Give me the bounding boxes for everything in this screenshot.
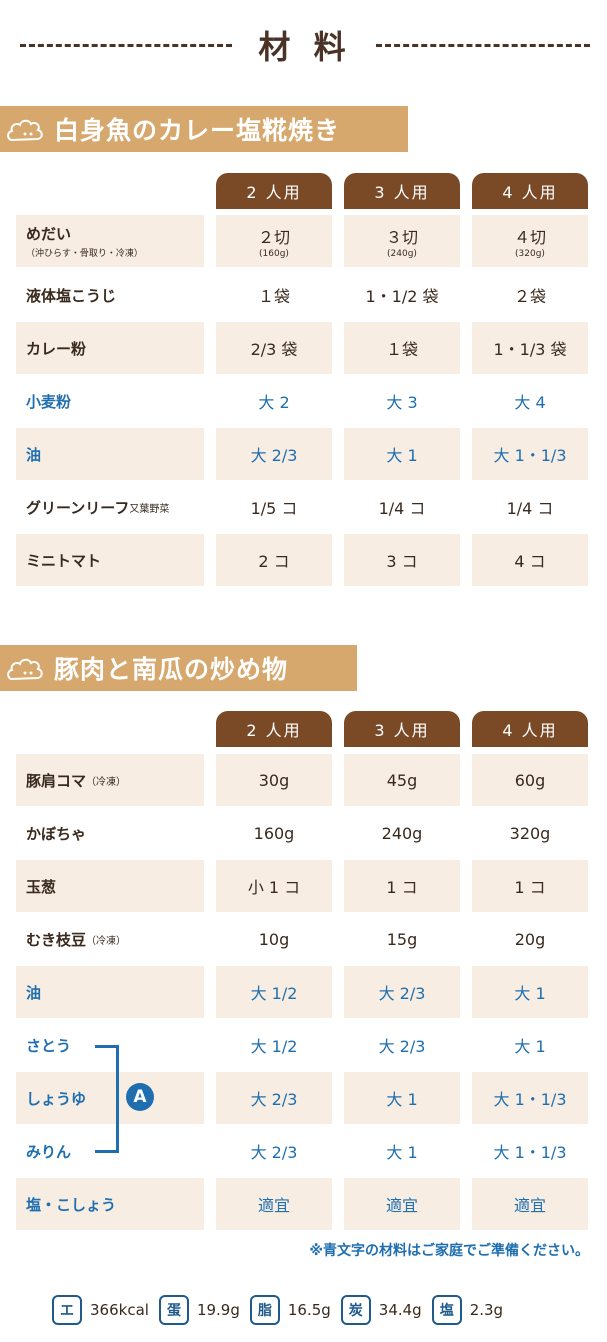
amount-cell: 1・1/3 袋 (472, 322, 588, 374)
amount-cell: 1・1/2 袋 (365, 287, 439, 306)
amount-cell: 1/5 コ (250, 499, 298, 518)
amount-cell: ２袋 (513, 287, 546, 306)
nutrition-label: 脂 (249, 1295, 280, 1325)
section-title-1: 白身魚のカレー塩糀焼き (54, 116, 341, 145)
nutrition-label: 蛋 (158, 1295, 189, 1325)
nutrition-fat: 脂 16.5g (249, 1295, 331, 1325)
nutrition-label: エ (52, 1295, 82, 1325)
amount-cell: １袋 (257, 287, 290, 306)
nutrition-row: エ 366kcal 蛋 19.9g 脂 16.5g 炭 34.4g 塩 2.3g (52, 1295, 513, 1325)
nutrition-energy: エ 366kcal (52, 1295, 149, 1325)
title-dash-left (20, 44, 232, 47)
amount-cell: 3 コ (344, 534, 460, 586)
amount-cell: ２切 (160g) (216, 215, 332, 267)
amount-cell: 240g (381, 823, 423, 843)
col-header: 4 人用 (472, 173, 588, 209)
ingredient-name: 玉葱 (16, 860, 204, 912)
amount-cell: 大 2 (258, 393, 290, 412)
amount-cell: 大 1/2 (250, 1037, 298, 1056)
amount-cell: 大 1/2 (216, 966, 332, 1018)
amount-cell: 1 コ (344, 860, 460, 912)
group-badge-a: A (126, 1083, 154, 1111)
chef-icon (0, 106, 54, 152)
group-bracket (95, 1045, 119, 1153)
amount-cell: 大 1 (472, 966, 588, 1018)
nutrition-value: 16.5g (287, 1301, 331, 1319)
ingredient-name: かぼちゃ (26, 824, 87, 843)
nutrition-value: 2.3g (469, 1301, 504, 1319)
amount-cell: 1/4 コ (378, 499, 426, 518)
amount-cell: 適宜 (472, 1178, 588, 1230)
amount-cell: 適宜 (344, 1178, 460, 1230)
amount-cell: 15g (386, 929, 418, 949)
ingredient-name: グリーンリーフ 又葉野菜 (26, 498, 170, 517)
ingredient-name: 小麦粉 (26, 392, 72, 411)
amount-cell: 大 2/3 (216, 428, 332, 480)
amount-cell: 大 1 (344, 428, 460, 480)
page-title-row: 材 料 (0, 18, 607, 74)
amount-cell: 30g (216, 754, 332, 806)
ingredient-name: さとう (26, 1036, 72, 1055)
page-title: 材 料 (258, 28, 352, 66)
amount-cell: ３切 (240g) (344, 215, 460, 267)
amount-cell: 適宜 (216, 1178, 332, 1230)
ingredient-name: 油 (16, 428, 204, 480)
amount-cell: 大 1 (386, 1143, 418, 1162)
amount-cell: 2/3 袋 (216, 322, 332, 374)
title-dash-right (376, 44, 590, 47)
amount-cell: 大 1 (514, 1037, 546, 1056)
amount-cell: 60g (472, 754, 588, 806)
nutrition-value: 19.9g (196, 1301, 240, 1319)
amount-cell: 320g (509, 823, 551, 843)
nutrition-salt: 塩 2.3g (431, 1295, 504, 1325)
ingredient-name: 豚肩コマ （冷凍） (16, 754, 204, 806)
amount-cell: 2 コ (216, 534, 332, 586)
ingredient-name: めだい （沖ひらす・骨取り・冷凍） (16, 215, 204, 267)
amount-cell: 45g (344, 754, 460, 806)
amount-cell: 大 2/3 (344, 966, 460, 1018)
amount-cell: 大 2/3 (378, 1037, 426, 1056)
amount-cell: 160g (253, 823, 295, 843)
footnote: ※青文字の材料はご家庭でご準備ください。 (309, 1243, 589, 1259)
section-header-2: 豚肉と南瓜の炒め物 (0, 645, 357, 691)
ingredient-name: 塩・こしょう (16, 1178, 204, 1230)
col-header: 3 人用 (344, 711, 460, 747)
col-header: 4 人用 (472, 711, 588, 747)
amount-cell: 10g (258, 929, 290, 949)
ingredient-name: 油 (16, 966, 204, 1018)
ingredient-name: しょうゆ (16, 1072, 204, 1124)
nutrition-label: 炭 (340, 1295, 371, 1325)
col-header: 3 人用 (344, 173, 460, 209)
amount-cell: 20g (514, 929, 546, 949)
amount-cell: 1/4 コ (506, 499, 554, 518)
chef-icon (0, 645, 54, 691)
col-header: 2 人用 (216, 173, 332, 209)
amount-cell: ４切 (320g) (472, 215, 588, 267)
nutrition-value: 366kcal (90, 1301, 149, 1319)
amount-cell: 大 2/3 (250, 1143, 298, 1162)
nutrition-carbs: 炭 34.4g (340, 1295, 422, 1325)
amount-cell: 大 1・1/3 (472, 1072, 588, 1124)
amount-cell: 1 コ (472, 860, 588, 912)
section-header-1: 白身魚のカレー塩糀焼き (0, 106, 408, 152)
col-header: 2 人用 (216, 711, 332, 747)
amount-cell: 大 1・1/3 (493, 1143, 567, 1162)
amount-cell: 大 4 (514, 393, 546, 412)
ingredient-name: ミニトマト (16, 534, 204, 586)
ingredient-name: 液体塩こうじ (26, 286, 117, 305)
amount-cell: 大 2/3 (216, 1072, 332, 1124)
section-title-2: 豚肉と南瓜の炒め物 (54, 655, 289, 684)
amount-cell: 4 コ (472, 534, 588, 586)
amount-cell: 大 1 (344, 1072, 460, 1124)
amount-cell: 小 1 コ (216, 860, 332, 912)
amount-cell: １袋 (344, 322, 460, 374)
ingredient-name: むき枝豆 （冷凍） (26, 930, 127, 949)
nutrition-value: 34.4g (378, 1301, 422, 1319)
ingredient-name: カレー粉 (16, 322, 204, 374)
ingredient-name: みりん (26, 1142, 72, 1161)
nutrition-label: 塩 (431, 1295, 462, 1325)
nutrition-protein: 蛋 19.9g (158, 1295, 240, 1325)
amount-cell: 大 1・1/3 (472, 428, 588, 480)
amount-cell: 大 3 (386, 393, 418, 412)
